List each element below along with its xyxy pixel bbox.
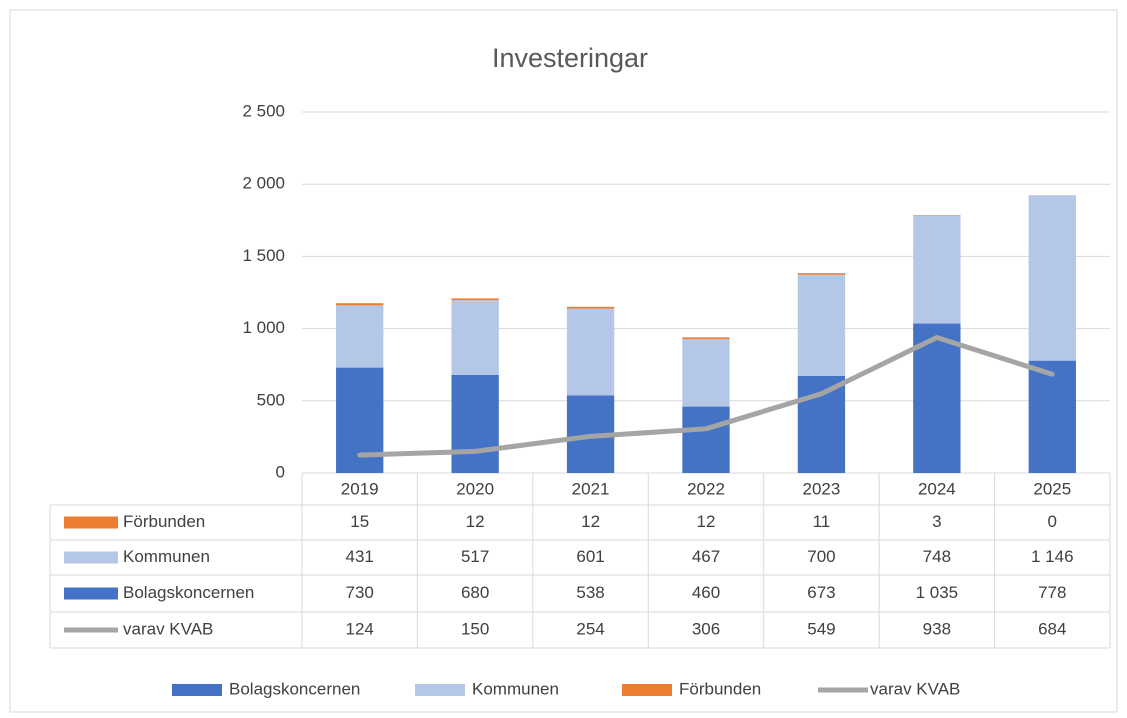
- y-tick-label: 2 500: [242, 101, 285, 120]
- table-cell: 11: [813, 512, 831, 531]
- bar: [1028, 360, 1076, 473]
- bar: [913, 215, 961, 324]
- table-cell: 15: [350, 512, 369, 531]
- x-tick-label: 2020: [456, 479, 494, 498]
- table-cell: 254: [576, 619, 604, 638]
- table-cell: 1 146: [1031, 547, 1074, 566]
- table-cell: 0: [1048, 512, 1057, 531]
- table-cell: 1 035: [916, 583, 959, 602]
- table-cell: 12: [466, 512, 485, 531]
- table-row-label: Förbunden: [123, 512, 205, 531]
- bar: [682, 339, 730, 407]
- y-tick-label: 1 500: [242, 246, 285, 265]
- legend-key: [172, 684, 222, 696]
- legend-label: Förbunden: [679, 679, 761, 698]
- bar: [336, 303, 384, 306]
- table-cell: 549: [807, 619, 835, 638]
- x-tick-label: 2022: [687, 479, 725, 498]
- bar: [1028, 195, 1076, 361]
- x-tick-label: 2019: [341, 479, 379, 498]
- legend-label: varav KVAB: [870, 679, 960, 698]
- bar: [797, 375, 846, 473]
- table-cell: 700: [807, 547, 835, 566]
- bar: [451, 298, 499, 301]
- table-cell: 12: [581, 512, 600, 531]
- x-tick-label: 2023: [803, 479, 841, 498]
- legend-label: Kommunen: [472, 679, 559, 698]
- table-cell: 680: [461, 583, 489, 602]
- bar: [797, 274, 846, 376]
- bar: [682, 337, 730, 340]
- bar: [797, 273, 846, 275]
- table-cell: 778: [1038, 583, 1066, 602]
- table-cell: 684: [1038, 619, 1066, 638]
- table-cell: 431: [346, 547, 374, 566]
- table-cell: 460: [692, 583, 720, 602]
- table-cell: 730: [346, 583, 374, 602]
- table-cell: 748: [923, 547, 951, 566]
- legend-key: [64, 551, 118, 564]
- bar: [913, 323, 961, 473]
- y-tick-label: 500: [257, 390, 285, 409]
- legend-label: Bolagskoncernen: [229, 679, 360, 698]
- bar: [336, 305, 384, 368]
- bar: [566, 308, 615, 396]
- table-row-label: Kommunen: [123, 547, 210, 566]
- bar: [451, 300, 499, 375]
- table-cell: 467: [692, 547, 720, 566]
- bar: [451, 374, 499, 473]
- table-row-label: varav KVAB: [123, 619, 213, 638]
- table-cell: 3: [932, 512, 941, 531]
- table-cell: 538: [576, 583, 604, 602]
- line: [357, 335, 1055, 458]
- legend-key: [622, 684, 672, 696]
- table-cell: 938: [923, 619, 951, 638]
- x-tick-label: 2021: [572, 479, 610, 498]
- bar: [566, 306, 615, 309]
- table-cell: 673: [807, 583, 835, 602]
- table-cell: 517: [461, 547, 489, 566]
- bar: [682, 406, 730, 473]
- legend-key: [64, 516, 118, 529]
- table-cell: 306: [692, 619, 720, 638]
- table-cell: 12: [697, 512, 716, 531]
- y-tick-label: 2 000: [242, 174, 285, 193]
- legend-key: [415, 684, 465, 696]
- table-cell: 150: [461, 619, 489, 638]
- table-cell: 601: [576, 547, 604, 566]
- legend-key: [64, 587, 118, 600]
- x-tick-label: 2024: [918, 479, 956, 498]
- x-tick-label: 2025: [1033, 479, 1071, 498]
- y-tick-label: 0: [276, 462, 285, 481]
- table-cell: 124: [346, 619, 374, 638]
- chart-title: Investeringar: [492, 43, 648, 73]
- y-tick-label: 1 000: [242, 318, 285, 337]
- table-row-label: Bolagskoncernen: [123, 583, 254, 602]
